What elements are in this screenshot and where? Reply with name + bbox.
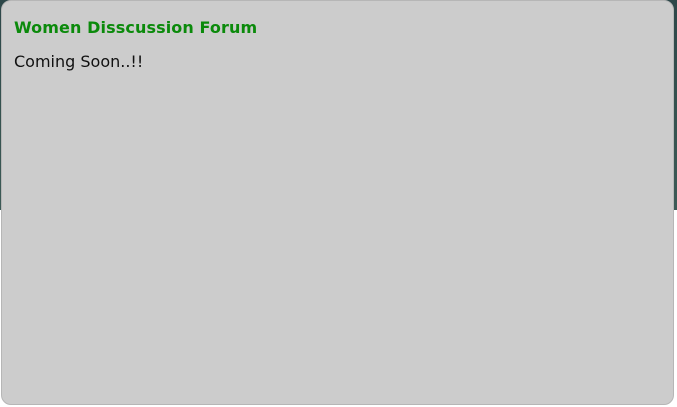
forum-title: Women Disscussion Forum xyxy=(14,18,258,37)
coming-soon-message: Coming Soon..!! xyxy=(14,52,144,71)
